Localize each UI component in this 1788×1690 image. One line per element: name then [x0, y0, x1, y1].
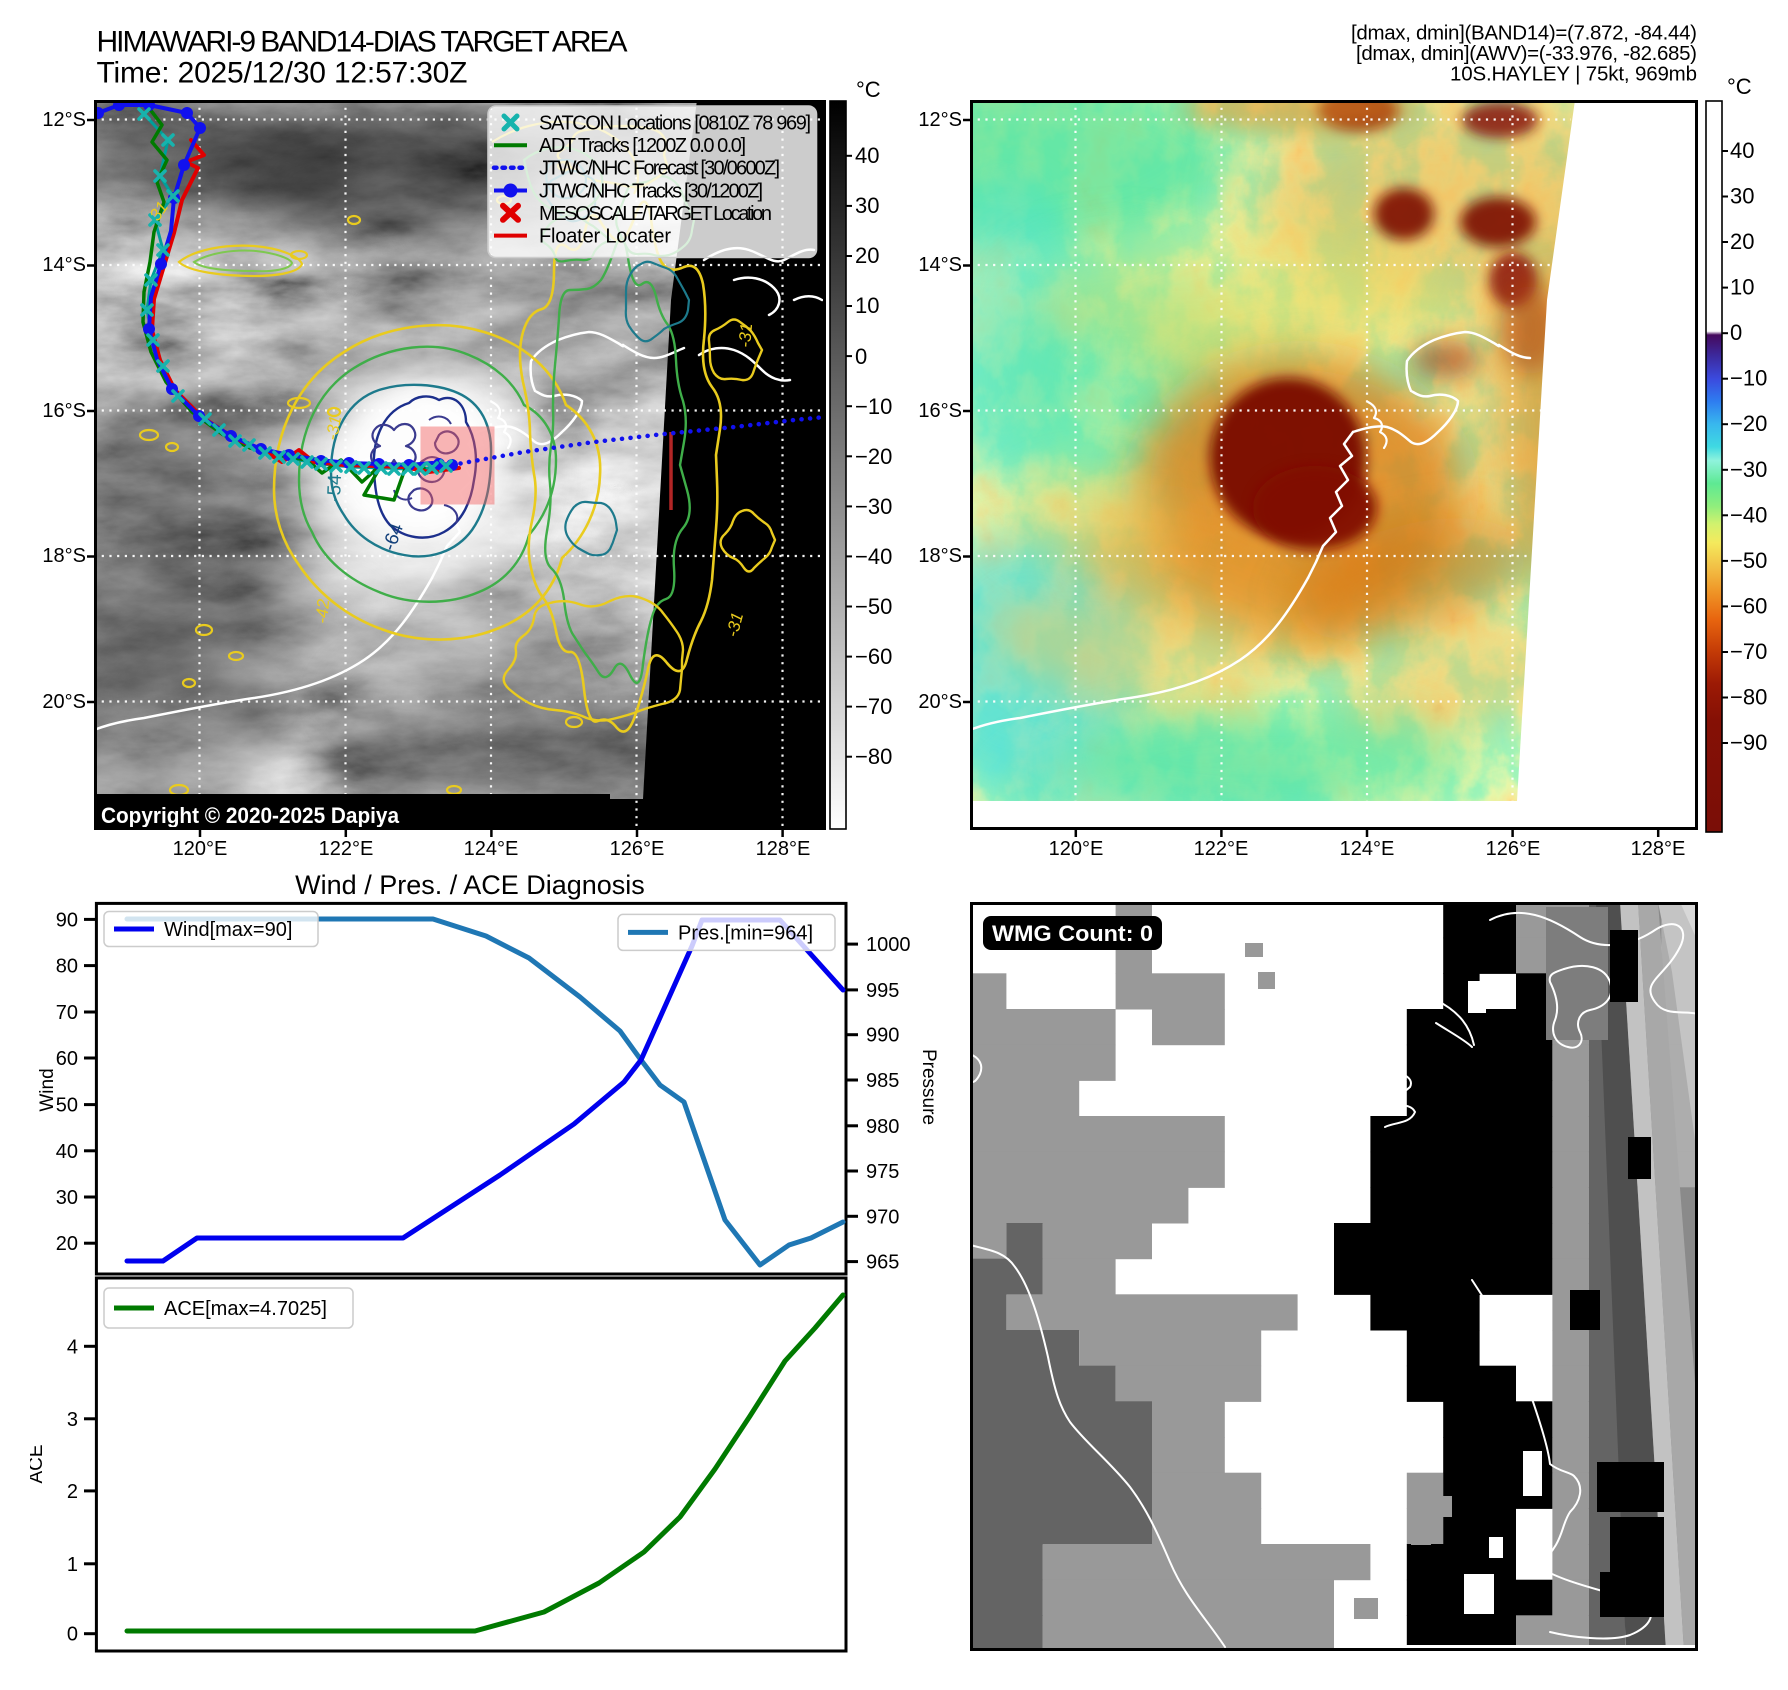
svg-text:30: 30 [1730, 184, 1754, 209]
svg-text:20: 20 [1730, 229, 1754, 254]
svg-text:30: 30 [855, 193, 879, 218]
svg-text:−90: −90 [1730, 730, 1767, 755]
svg-text:-54: -54 [324, 474, 346, 503]
svg-text:1000: 1000 [866, 934, 911, 956]
svg-text:−20: −20 [1730, 411, 1767, 436]
svg-text:Floater Locater: Floater Locater [539, 226, 671, 248]
svg-text:ADT Tracks [1200Z 0.0 0.0]: ADT Tracks [1200Z 0.0 0.0] [539, 135, 746, 157]
svg-text:40: 40 [1730, 138, 1754, 163]
svg-text:-31: -31 [735, 322, 756, 348]
svg-text:0: 0 [1730, 320, 1742, 345]
svg-text:40: 40 [56, 1141, 78, 1163]
svg-text:−40: −40 [1730, 502, 1767, 527]
svg-text:−80: −80 [855, 744, 892, 769]
svg-text:−40: −40 [855, 544, 892, 569]
svg-text:Pressure: Pressure [918, 1049, 939, 1125]
svg-text:1: 1 [67, 1554, 78, 1576]
svg-text:30: 30 [56, 1187, 78, 1209]
svg-text:°C: °C [1727, 74, 1752, 99]
svg-text:80: 80 [56, 956, 78, 978]
svg-text:−10: −10 [855, 394, 892, 419]
svg-text:MESOSCALE/TARGET Location: MESOSCALE/TARGET Location [539, 203, 772, 225]
svg-text:975: 975 [866, 1161, 899, 1183]
svg-text:Wind[max=90]: Wind[max=90] [164, 919, 292, 941]
svg-text:[dmax, dmin](AWV)=(-33.976, -8: [dmax, dmin](AWV)=(-33.976, -82.685) [1356, 42, 1697, 65]
svg-text:−70: −70 [1730, 639, 1767, 664]
svg-text:−30: −30 [1730, 457, 1767, 482]
svg-text:995: 995 [866, 980, 899, 1002]
svg-text:60: 60 [56, 1048, 78, 1070]
svg-text:0: 0 [67, 1624, 78, 1646]
svg-text:-31: -31 [322, 414, 345, 442]
svg-text:965: 965 [866, 1252, 899, 1274]
svg-text:Wind: Wind [37, 1068, 58, 1111]
svg-text:20: 20 [855, 243, 879, 268]
svg-text:−60: −60 [1730, 593, 1767, 618]
svg-text:20: 20 [56, 1233, 78, 1255]
svg-text:−60: −60 [855, 644, 892, 669]
svg-text:2: 2 [67, 1481, 78, 1503]
svg-text:Time: 2025/12/30 12:57:30Z: Time: 2025/12/30 12:57:30Z [97, 57, 468, 90]
svg-text:4: 4 [67, 1336, 78, 1358]
svg-text:10: 10 [1730, 275, 1754, 300]
svg-text:−20: −20 [855, 444, 892, 469]
svg-text:−50: −50 [855, 594, 892, 619]
svg-text:980: 980 [866, 1116, 899, 1138]
svg-text:JTWC/NHC Forecast [30/0600Z]: JTWC/NHC Forecast [30/0600Z] [539, 158, 780, 180]
svg-text:10S.HAYLEY | 75kt, 969mb: 10S.HAYLEY | 75kt, 969mb [1450, 63, 1697, 86]
svg-text:−10: −10 [1730, 366, 1767, 391]
svg-text:−80: −80 [1730, 685, 1767, 710]
svg-text:990: 990 [866, 1025, 899, 1047]
svg-text:3: 3 [67, 1409, 78, 1431]
svg-text:-42: -42 [312, 598, 333, 625]
svg-text:−50: −50 [1730, 548, 1767, 573]
svg-text:Wind / Pres. / ACE Diagnosis: Wind / Pres. / ACE Diagnosis [295, 870, 645, 900]
svg-text:970: 970 [866, 1206, 899, 1228]
svg-text:10: 10 [855, 293, 879, 318]
svg-text:985: 985 [866, 1070, 899, 1092]
svg-text:JTWC/NHC Tracks [30/1200Z]: JTWC/NHC Tracks [30/1200Z] [539, 181, 763, 203]
svg-text:[dmax, dmin](BAND14)=(7.872, -: [dmax, dmin](BAND14)=(7.872, -84.44) [1351, 22, 1697, 45]
svg-text:HIMAWARI-9 BAND14-DIAS TARGET: HIMAWARI-9 BAND14-DIAS TARGET AREA [97, 26, 628, 59]
svg-text:Copyright © 2020-2025 Dapiya: Copyright © 2020-2025 Dapiya [101, 803, 400, 828]
svg-text:−70: −70 [855, 694, 892, 719]
svg-text:0: 0 [855, 344, 867, 369]
svg-text:Pres.[min=964]: Pres.[min=964] [678, 922, 813, 944]
svg-text:WMG Count: 0: WMG Count: 0 [992, 921, 1153, 946]
svg-text:°C: °C [856, 77, 881, 102]
svg-text:90: 90 [56, 909, 78, 931]
svg-text:ACE: ACE [30, 1444, 47, 1483]
svg-text:ACE[max=4.7025]: ACE[max=4.7025] [164, 1298, 327, 1320]
svg-text:50: 50 [56, 1095, 78, 1117]
svg-text:−30: −30 [855, 494, 892, 519]
svg-text:70: 70 [56, 1002, 78, 1024]
svg-text:SATCON Locations [0810Z 78 969: SATCON Locations [0810Z 78 969] [539, 112, 811, 134]
svg-text:40: 40 [855, 143, 879, 168]
